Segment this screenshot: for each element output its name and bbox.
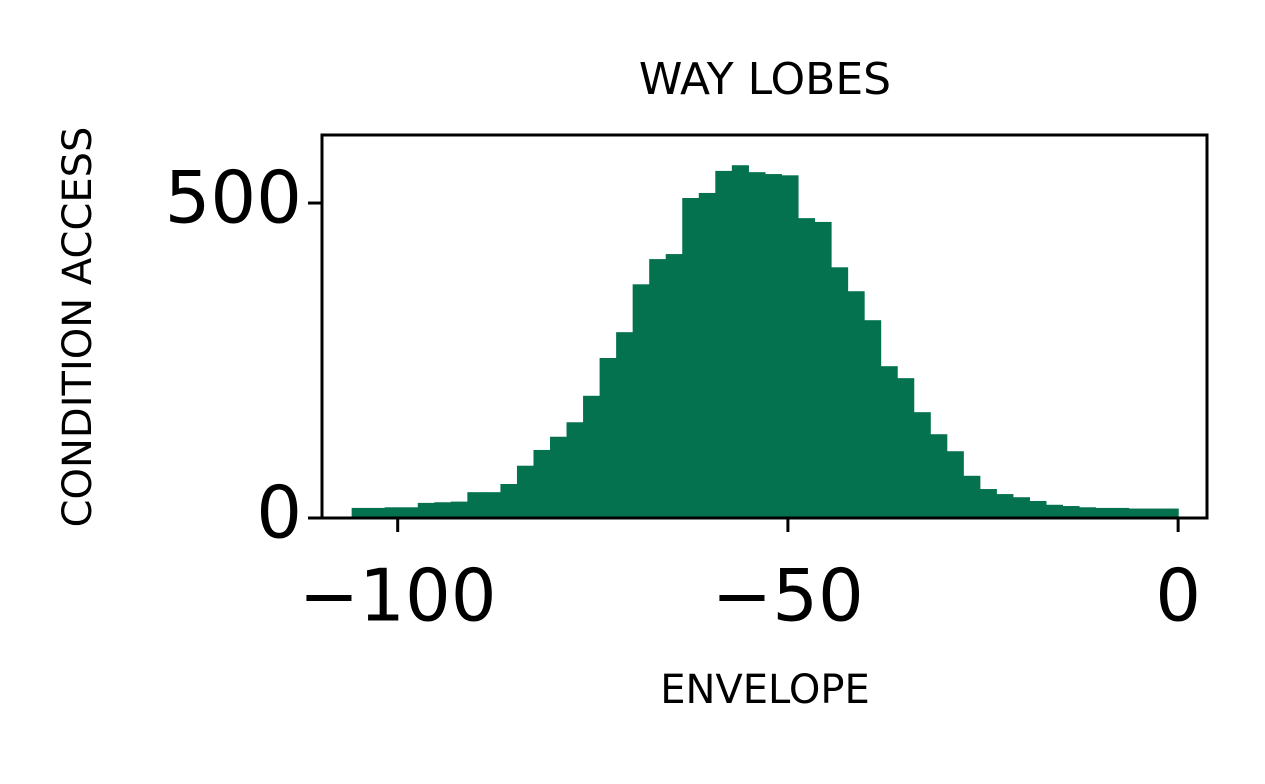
bar bbox=[831, 267, 849, 518]
bar bbox=[764, 174, 783, 519]
bar bbox=[649, 259, 667, 518]
bar bbox=[533, 449, 551, 518]
bar bbox=[1145, 508, 1163, 518]
bar bbox=[665, 254, 683, 519]
bar bbox=[516, 465, 535, 518]
x-tick-label: −100 bbox=[299, 554, 497, 638]
bar bbox=[897, 378, 915, 518]
bar bbox=[599, 357, 617, 518]
bar bbox=[368, 507, 386, 518]
bar bbox=[748, 172, 766, 518]
x-axis-label: ENVELOPE bbox=[660, 667, 870, 713]
x-tick-label: −50 bbox=[712, 554, 864, 638]
bar bbox=[930, 434, 948, 518]
bar bbox=[616, 332, 634, 518]
bar bbox=[401, 507, 419, 518]
bar bbox=[781, 175, 799, 518]
bar bbox=[351, 507, 369, 518]
bar bbox=[1128, 508, 1146, 518]
bar bbox=[434, 502, 452, 518]
bar bbox=[1112, 507, 1130, 518]
bar bbox=[1045, 504, 1064, 518]
bar bbox=[814, 221, 832, 519]
chart-title: WAY LOBES bbox=[639, 54, 891, 105]
bar bbox=[963, 475, 981, 518]
y-tick-label: 500 bbox=[165, 156, 302, 240]
y-axis-label: CONDITION ACCESS bbox=[55, 127, 101, 528]
bar bbox=[417, 502, 435, 518]
bar bbox=[483, 492, 502, 518]
y-tick-label: 0 bbox=[256, 471, 302, 555]
bar bbox=[566, 422, 584, 518]
bar bbox=[583, 395, 601, 518]
plot-frame bbox=[320, 133, 1209, 520]
bar bbox=[1095, 507, 1113, 518]
bar bbox=[946, 451, 964, 518]
bar bbox=[450, 501, 468, 518]
bar bbox=[797, 218, 816, 519]
bar bbox=[632, 284, 650, 518]
bar bbox=[1029, 500, 1047, 518]
bar bbox=[715, 170, 733, 518]
bar bbox=[880, 366, 898, 518]
bar bbox=[384, 507, 402, 518]
x-tick-label: 0 bbox=[1155, 554, 1201, 638]
bar bbox=[682, 197, 700, 519]
bar bbox=[913, 412, 931, 518]
bar bbox=[500, 483, 518, 518]
bar bbox=[979, 489, 997, 518]
bar bbox=[864, 320, 882, 518]
bar bbox=[1078, 507, 1097, 518]
bar bbox=[1062, 506, 1080, 518]
bar bbox=[731, 165, 749, 518]
bar bbox=[698, 192, 716, 518]
bar bbox=[550, 436, 568, 518]
bar bbox=[467, 492, 485, 518]
bar bbox=[1161, 508, 1179, 518]
bar bbox=[1012, 497, 1030, 518]
bar bbox=[996, 494, 1014, 518]
bar bbox=[847, 291, 865, 518]
